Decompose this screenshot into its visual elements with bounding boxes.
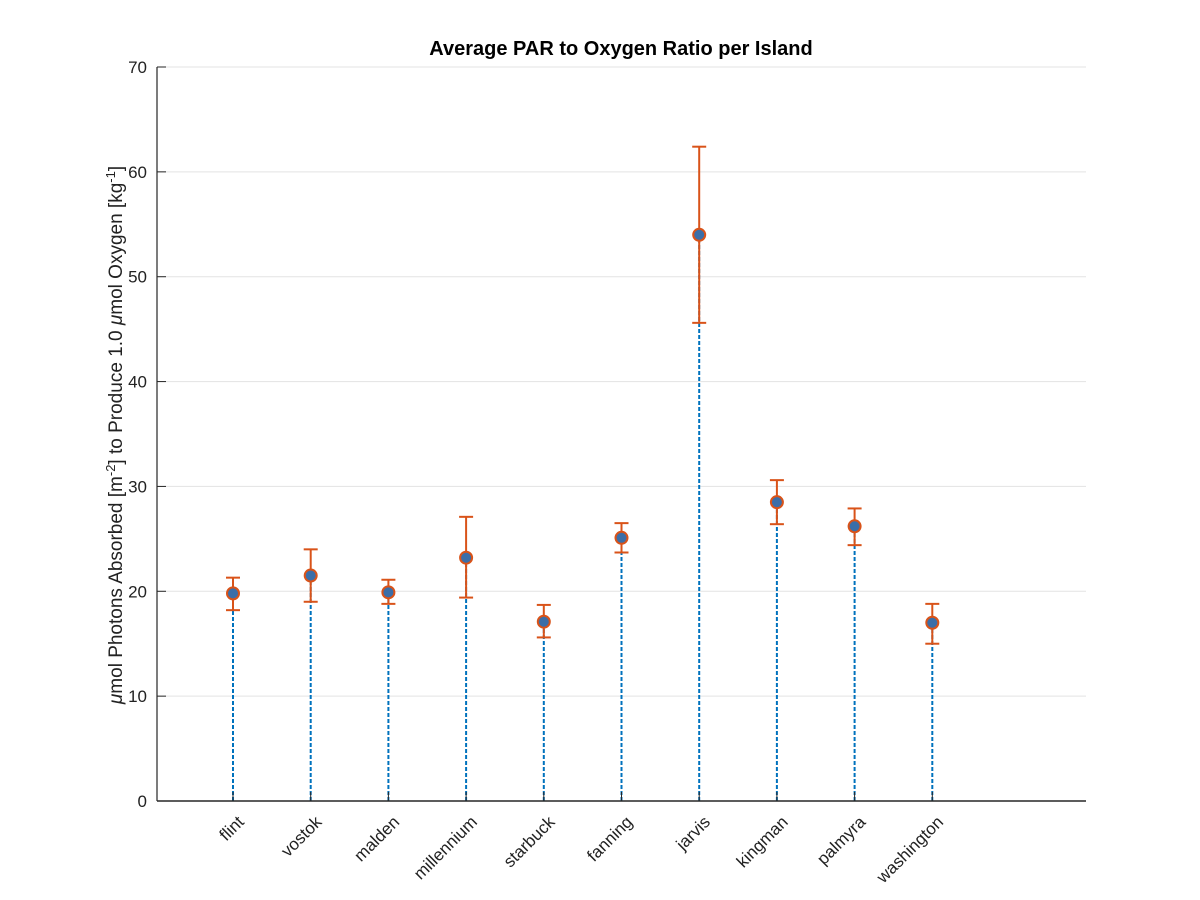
point-malden [381,585,396,600]
y-tick-label: 50 [128,268,147,287]
y-tick-label: 0 [138,792,147,811]
point-kingman [769,495,784,510]
y-tick-label: 60 [128,163,147,182]
point-fanning [614,530,629,545]
y-tick-label: 30 [128,477,147,496]
chart-title: Average PAR to Oxygen Ratio per Island [429,38,812,60]
point-washington [925,615,940,630]
y-tick-label: 40 [128,373,147,392]
point-jarvis [692,227,707,242]
point-vostok [303,568,318,583]
point-starbuck [536,614,551,629]
point-flint [226,586,240,601]
point-palmyra [847,519,862,534]
point-millennium [459,550,474,565]
y-axis-label: μmol Photons Absorbed [m-2] to Produce 1… [103,166,128,705]
stems [232,234,934,801]
grid-lines [157,66,1086,697]
y-tick-label: 20 [128,582,147,601]
data-points [226,227,940,630]
y-axis-ticks: 0 10 20 30 40 50 60 70 [128,58,166,811]
y-tick-label: 70 [128,58,147,77]
y-tick-label: 10 [128,687,147,706]
